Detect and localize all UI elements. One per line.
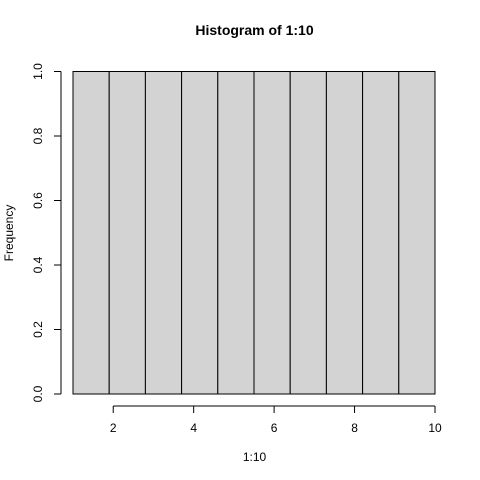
histogram-bar <box>326 72 362 395</box>
histogram-bar <box>218 72 254 395</box>
y-tick-label: 1.0 <box>31 63 45 80</box>
histogram-bar <box>399 72 435 395</box>
histogram-bar <box>254 72 290 395</box>
y-tick-label: 0.4 <box>31 256 45 273</box>
y-tick-label: 0.0 <box>31 385 45 402</box>
x-tick-label: 6 <box>271 421 278 435</box>
y-tick-label: 0.8 <box>31 127 45 144</box>
x-tick-label: 2 <box>110 421 117 435</box>
y-tick-label: 0.2 <box>31 321 45 338</box>
bars-layer <box>73 72 435 395</box>
histogram-bar <box>145 72 181 395</box>
y-axis: 0.0 0.2 0.4 0.6 0.8 1.0 <box>31 63 61 403</box>
x-tick-label: 10 <box>428 421 442 435</box>
histogram-bar <box>363 72 399 395</box>
histogram-bar <box>73 72 109 395</box>
x-axis-title: 1:10 <box>243 450 267 464</box>
histogram-bar <box>290 72 326 395</box>
x-tick-label: 4 <box>190 421 197 435</box>
histogram-bar <box>182 72 218 395</box>
y-tick-label: 0.6 <box>31 192 45 209</box>
x-axis: 2 4 6 8 10 <box>110 406 442 435</box>
chart-title: Histogram of 1:10 <box>195 22 313 38</box>
x-tick-label: 8 <box>351 421 358 435</box>
histogram-bar <box>109 72 145 395</box>
y-axis-title: Frequency <box>2 205 16 262</box>
